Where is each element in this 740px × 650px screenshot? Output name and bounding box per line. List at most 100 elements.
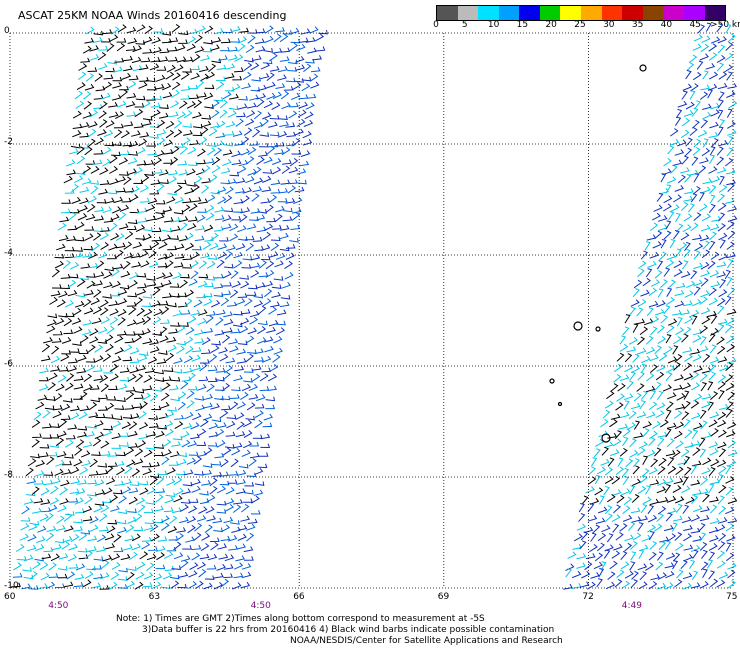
wind-barb bbox=[194, 34, 203, 44]
wind-barb bbox=[138, 480, 149, 486]
wind-barb bbox=[667, 356, 678, 364]
wind-barb bbox=[726, 90, 736, 98]
wind-barb bbox=[241, 563, 252, 570]
wind-barb bbox=[672, 384, 683, 391]
wind-barb bbox=[581, 495, 589, 505]
wind-barb bbox=[288, 179, 298, 185]
wind-barb bbox=[708, 441, 719, 449]
wind-barb bbox=[164, 410, 175, 418]
wind-barb bbox=[217, 543, 227, 550]
wind-barb bbox=[152, 95, 162, 101]
wind-barb bbox=[47, 313, 58, 319]
wind-barb bbox=[118, 157, 129, 165]
wind-barb bbox=[648, 467, 658, 475]
wind-barb bbox=[180, 71, 190, 80]
wind-barb bbox=[239, 27, 249, 33]
wind-barb bbox=[39, 444, 50, 449]
wind-barb bbox=[156, 66, 167, 71]
wind-barb bbox=[247, 29, 258, 34]
wind-barb bbox=[219, 410, 229, 419]
wind-barb bbox=[239, 214, 248, 223]
wind-barb bbox=[646, 307, 654, 317]
wind-barb bbox=[76, 367, 87, 374]
wind-barb bbox=[171, 81, 181, 90]
wind-barb bbox=[123, 65, 133, 72]
wind-barb bbox=[219, 471, 229, 477]
wind-barb bbox=[151, 236, 162, 242]
wind-barb bbox=[255, 28, 266, 34]
wind-barb bbox=[656, 260, 664, 270]
wind-barb bbox=[162, 227, 172, 233]
wind-barb bbox=[656, 192, 664, 202]
wind-barb bbox=[21, 506, 30, 515]
wind-barb bbox=[305, 37, 316, 43]
wind-barb bbox=[148, 415, 159, 420]
wind-barb bbox=[683, 110, 694, 117]
wind-barb bbox=[667, 457, 675, 467]
wind-barb bbox=[160, 392, 170, 401]
wind-barb bbox=[708, 526, 719, 534]
wind-barb bbox=[667, 392, 677, 400]
wind-barb bbox=[152, 573, 163, 581]
wind-barb bbox=[83, 373, 93, 383]
wind-barb bbox=[315, 46, 326, 52]
wind-barb bbox=[70, 478, 81, 485]
wind-barb bbox=[191, 364, 202, 372]
colorbar-label: 40 bbox=[660, 20, 673, 30]
wind-barb bbox=[125, 580, 135, 589]
wind-barb bbox=[690, 222, 699, 232]
wind-barb bbox=[159, 179, 170, 184]
wind-barb bbox=[700, 270, 710, 277]
wind-barb bbox=[112, 76, 123, 82]
wind-barb bbox=[28, 585, 39, 590]
wind-barb bbox=[223, 311, 233, 318]
wind-barb bbox=[194, 235, 205, 242]
wind-barb bbox=[650, 326, 658, 336]
wind-barb bbox=[54, 253, 65, 259]
wind-barb bbox=[718, 202, 727, 212]
wind-barb bbox=[163, 217, 174, 223]
wind-barb bbox=[725, 408, 733, 418]
wind-barb bbox=[727, 120, 736, 129]
wind-barb bbox=[243, 430, 253, 439]
wind-barb bbox=[727, 33, 736, 43]
wind-barb bbox=[94, 271, 105, 278]
wind-barb bbox=[655, 371, 665, 381]
wind-barb bbox=[255, 282, 266, 289]
wind-barb bbox=[154, 83, 165, 90]
colorbar-label: 0 bbox=[433, 20, 439, 30]
wind-barb bbox=[89, 458, 98, 468]
wind-barb bbox=[622, 326, 630, 336]
wind-barb bbox=[89, 385, 100, 390]
wind-barb bbox=[138, 433, 149, 440]
wind-barb bbox=[141, 536, 152, 542]
wind-barb bbox=[195, 404, 206, 412]
wind-barb bbox=[718, 448, 727, 458]
wind-barb bbox=[136, 307, 146, 317]
wind-barb bbox=[221, 290, 232, 296]
wind-barb bbox=[624, 570, 634, 579]
wind-barb bbox=[167, 245, 177, 251]
wind-barb bbox=[676, 569, 684, 579]
wind-barb bbox=[710, 391, 719, 400]
wind-barb bbox=[654, 345, 662, 355]
wind-barb bbox=[98, 326, 108, 334]
wind-barb bbox=[708, 551, 716, 561]
wind-barb bbox=[726, 258, 734, 269]
wind-barb bbox=[216, 439, 226, 448]
wind-barb bbox=[111, 280, 121, 288]
wind-barb bbox=[649, 251, 660, 259]
wind-barb bbox=[51, 337, 62, 343]
wind-barb bbox=[640, 289, 650, 297]
wind-barb bbox=[84, 571, 94, 580]
wind-barb bbox=[727, 205, 737, 212]
wind-barb bbox=[108, 243, 118, 251]
wind-barb bbox=[104, 197, 115, 204]
wind-barb bbox=[211, 460, 222, 466]
wind-barb bbox=[203, 582, 213, 590]
wind-barb bbox=[213, 572, 224, 579]
wind-barb bbox=[149, 123, 160, 129]
wind-barb bbox=[612, 523, 620, 533]
wind-barb bbox=[698, 165, 707, 174]
wind-barb bbox=[699, 91, 709, 100]
